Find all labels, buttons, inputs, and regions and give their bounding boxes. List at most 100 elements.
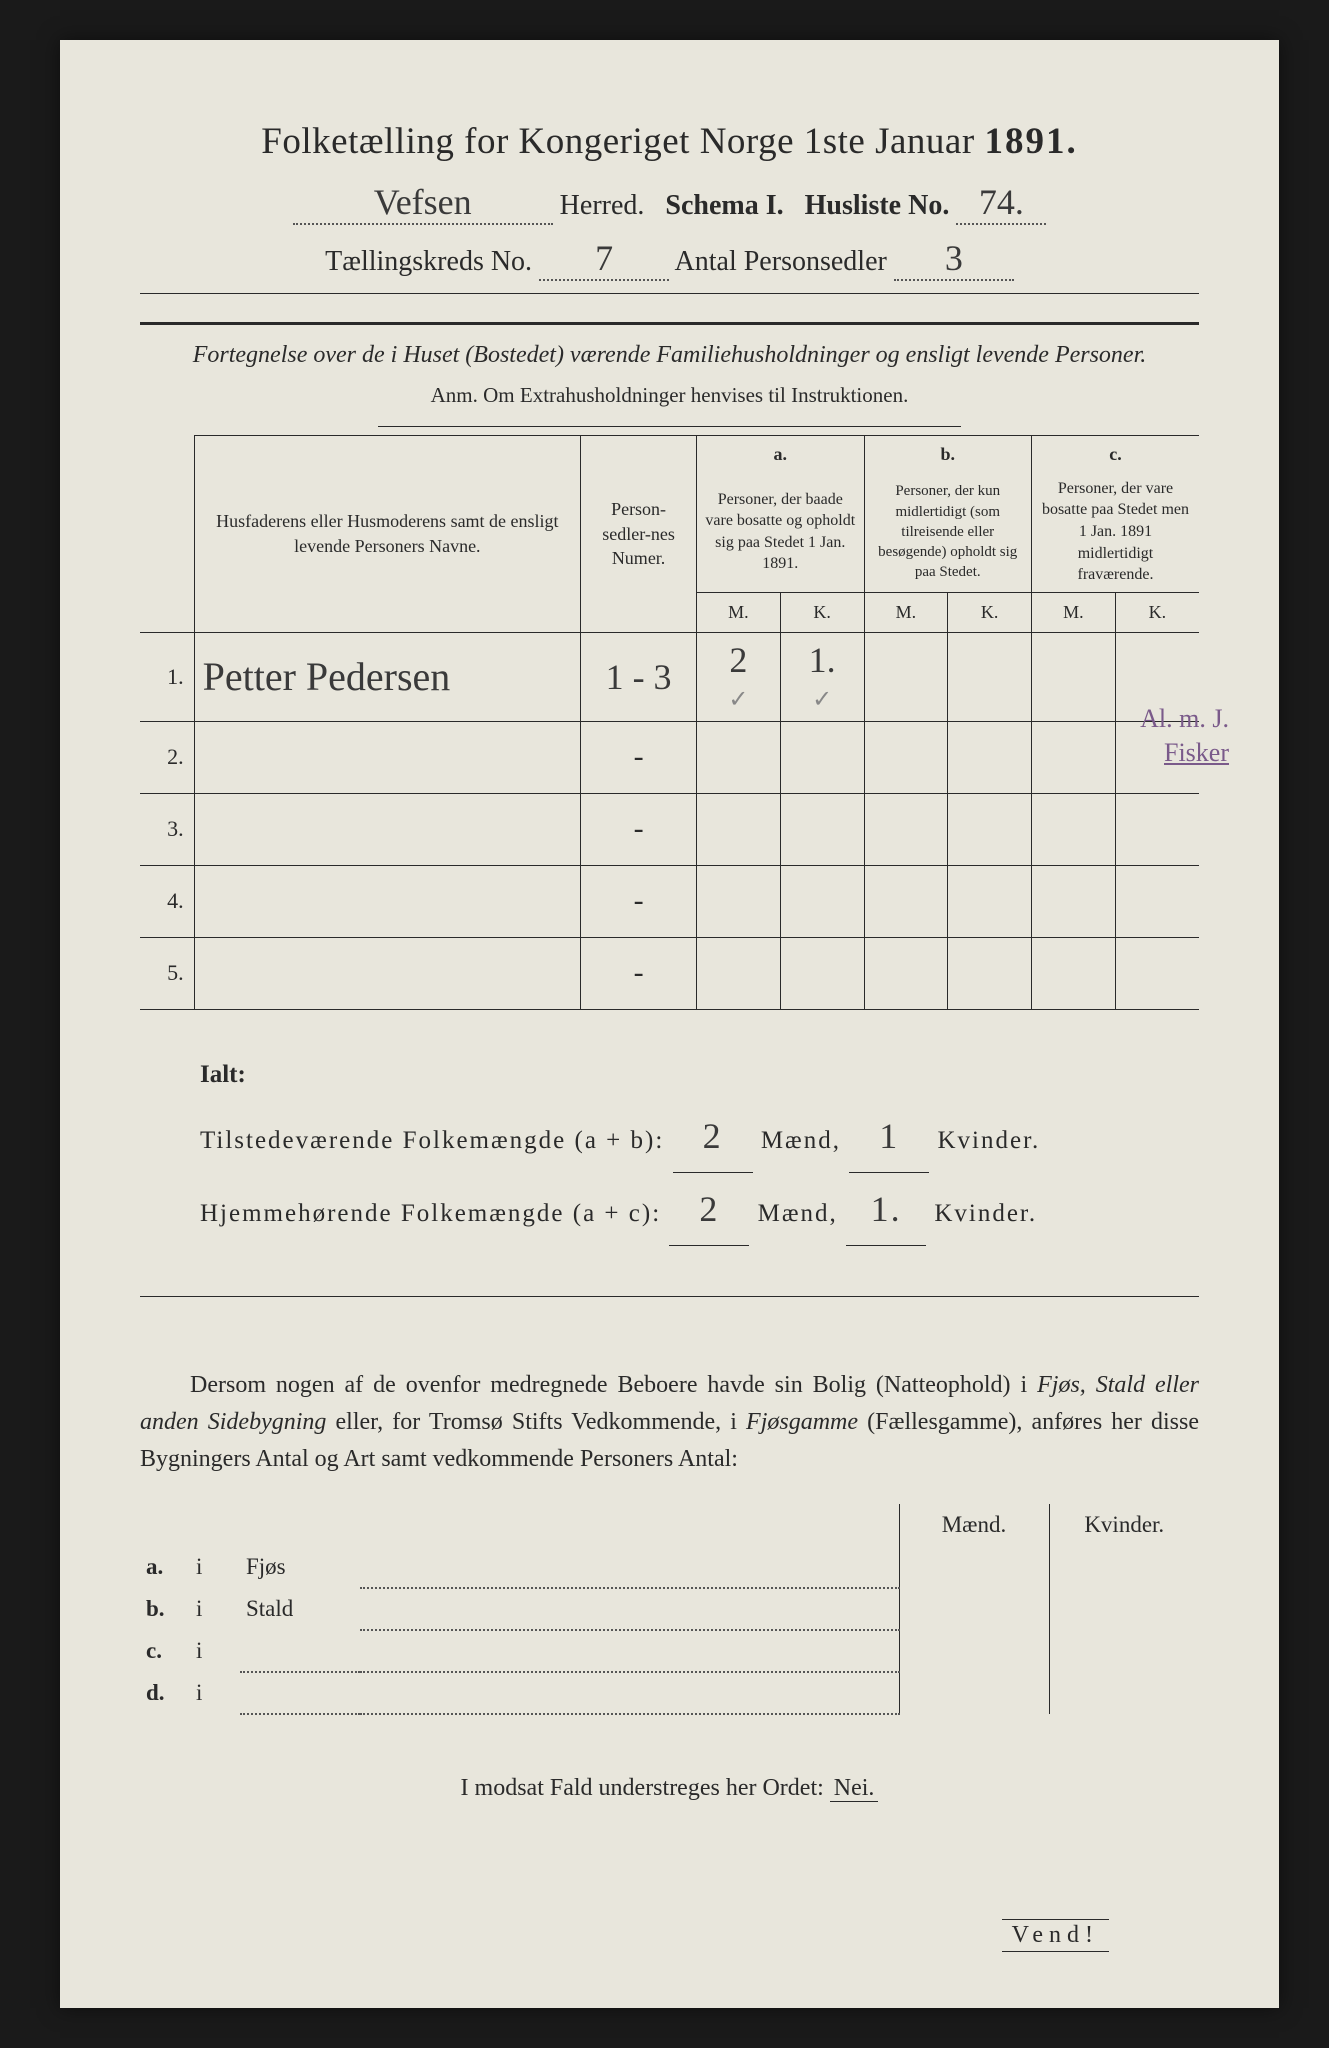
line1-k-field: 1	[849, 1100, 929, 1173]
divider	[140, 1296, 1199, 1297]
bygn-type: Stald	[240, 1588, 360, 1630]
col-rownum	[140, 435, 194, 632]
row-num: 1.	[140, 632, 194, 721]
bygn-dots	[360, 1546, 899, 1588]
footer-line: I modsat Fald understreges her Ordet: Ne…	[140, 1775, 1199, 1802]
col-c-desc: Personer, der vare bosatte paa Stedet me…	[1031, 472, 1199, 592]
bygn-i: i	[190, 1672, 240, 1714]
row-b-k	[948, 865, 1032, 937]
bygn-lbl: b.	[140, 1588, 190, 1630]
col-sedler-header: Person-sedler-nes Numer.	[581, 435, 697, 632]
bygn-k	[1049, 1672, 1199, 1714]
margin-note-line1: Al. m. J.	[1140, 702, 1229, 736]
subtitle: Fortegnelse over de i Huset (Bostedet) v…	[140, 339, 1199, 373]
row-c-m	[1031, 632, 1115, 721]
totals-block: Ialt: Tilstedeværende Folkemængde (a + b…	[140, 1050, 1199, 1246]
row-name: Petter Pedersen	[194, 632, 580, 721]
col-name-header: Husfaderens eller Husmoderens samt de en…	[194, 435, 580, 632]
bygn-k	[1049, 1630, 1199, 1672]
row-a-m	[697, 793, 781, 865]
outbuilding-table: Mænd. Kvinder. a. i Fjøs b. i Stald c. i	[140, 1504, 1199, 1715]
divider-small	[378, 426, 960, 427]
row-a-k	[780, 793, 864, 865]
col-b-m: M.	[864, 592, 948, 632]
bygn-row: b. i Stald	[140, 1588, 1199, 1630]
bygn-row: c. i	[140, 1630, 1199, 1672]
husliste-value: 74.	[979, 181, 1024, 223]
header-line-3: Tællingskreds No. 7 Antal Personsedler 3	[140, 237, 1199, 281]
title-prefix: Folketælling for Kongeriget Norge 1ste J…	[261, 121, 974, 162]
row-b-m	[864, 865, 948, 937]
row-c-m	[1031, 865, 1115, 937]
margin-note: Al. m. J. Fisker	[1140, 702, 1229, 770]
bygn-lbl: a.	[140, 1546, 190, 1588]
col-c-top: c.	[1031, 435, 1199, 472]
row-a-m	[697, 937, 781, 1009]
bygn-maend-hdr: Mænd.	[899, 1504, 1049, 1546]
row-num: 5.	[140, 937, 194, 1009]
col-b-desc: Personer, der kun midlertidigt (som tilr…	[864, 472, 1031, 592]
antal-label: Antal Personsedler	[675, 246, 887, 277]
bygn-m	[899, 1672, 1049, 1714]
col-a-k: K.	[780, 592, 864, 632]
table-row: 2. -	[140, 721, 1199, 793]
antal-value: 3	[945, 237, 963, 279]
main-table: Husfaderens eller Husmoderens samt de en…	[140, 435, 1199, 1010]
col-b-k: K.	[948, 592, 1032, 632]
row-c-m	[1031, 937, 1115, 1009]
nei-word: Nei.	[830, 1775, 879, 1802]
row-sedler: -	[581, 865, 697, 937]
line1-m-field: 2	[673, 1100, 753, 1173]
col-a-m: M.	[697, 592, 781, 632]
schema-label: Schema I.	[665, 190, 783, 221]
row-sedler: 1 - 3	[581, 632, 697, 721]
herred-value: Vefsen	[374, 181, 472, 223]
margin-note-line2: Fisker	[1140, 736, 1229, 770]
row-a-k	[780, 721, 864, 793]
divider	[140, 293, 1199, 294]
row-c-m	[1031, 721, 1115, 793]
page-title: Folketælling for Kongeriget Norge 1ste J…	[140, 120, 1199, 163]
row-b-k	[948, 632, 1032, 721]
row-num: 3.	[140, 793, 194, 865]
row-name	[194, 937, 580, 1009]
bygn-lbl: c.	[140, 1630, 190, 1672]
bygn-spacer	[140, 1504, 899, 1546]
line2-m-field: 2	[669, 1173, 749, 1246]
row-b-m	[864, 793, 948, 865]
bygn-type	[240, 1630, 360, 1672]
census-form-page: Folketælling for Kongeriget Norge 1ste J…	[60, 40, 1279, 2008]
bygn-k	[1049, 1546, 1199, 1588]
bygn-row: d. i	[140, 1672, 1199, 1714]
bygn-i: i	[190, 1588, 240, 1630]
row-b-k	[948, 937, 1032, 1009]
table-row: 1. Petter Pedersen 1 - 3 2✓ 1.✓	[140, 632, 1199, 721]
divider-thick	[140, 322, 1199, 325]
row-b-m	[864, 721, 948, 793]
row-b-m	[864, 632, 948, 721]
row-b-k	[948, 721, 1032, 793]
col-c-m: M.	[1031, 592, 1115, 632]
herred-label: Herred.	[560, 190, 645, 221]
row-c-k	[1115, 937, 1199, 1009]
bygn-kvinder-hdr: Kvinder.	[1049, 1504, 1199, 1546]
row-name	[194, 865, 580, 937]
row-c-k	[1115, 793, 1199, 865]
totals-line-1: Tilstedeværende Folkemængde (a + b): 2 M…	[200, 1100, 1199, 1173]
bygn-type: Fjøs	[240, 1546, 360, 1588]
row-c-m	[1031, 793, 1115, 865]
bygn-m	[899, 1630, 1049, 1672]
table-row: 4. -	[140, 865, 1199, 937]
bygn-k	[1049, 1588, 1199, 1630]
table-row: 5. -	[140, 937, 1199, 1009]
bygn-i: i	[190, 1546, 240, 1588]
row-a-k	[780, 937, 864, 1009]
antal-field: 3	[894, 237, 1014, 281]
husliste-field: 74.	[956, 181, 1046, 225]
row-b-m	[864, 937, 948, 1009]
vend-label: Vend!	[1002, 1919, 1109, 1952]
header-line-2: Vefsen Herred. Schema I. Husliste No. 74…	[140, 181, 1199, 225]
anm-note: Anm. Om Extrahusholdninger henvises til …	[140, 383, 1199, 408]
kreds-value: 7	[595, 237, 613, 279]
row-b-k	[948, 793, 1032, 865]
